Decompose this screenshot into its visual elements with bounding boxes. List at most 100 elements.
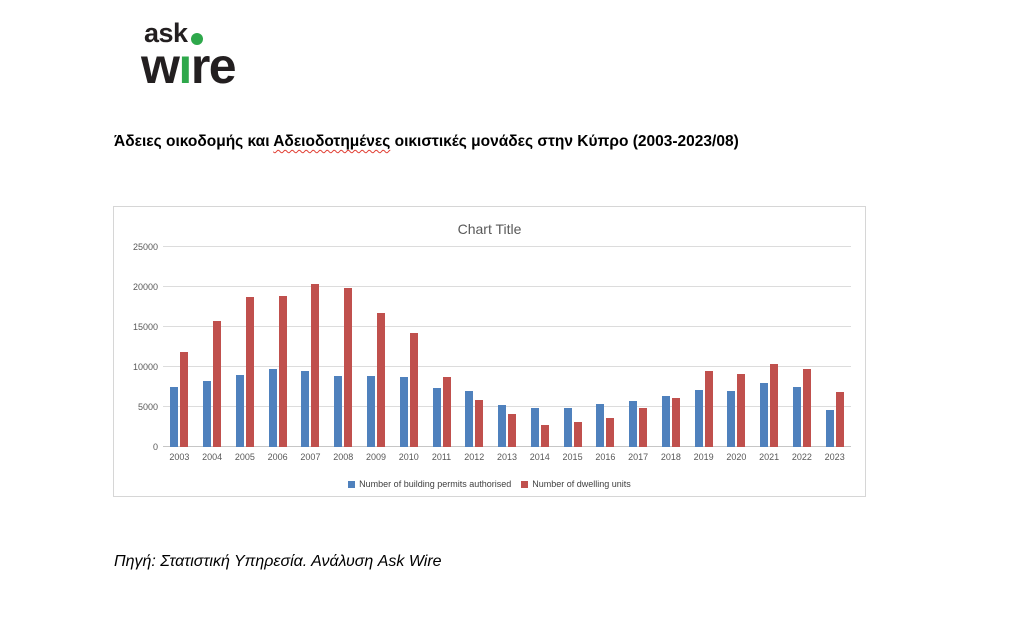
gridline-5000	[163, 406, 851, 407]
logo-green-dot-icon	[190, 33, 203, 45]
legend-label: Number of building permits authorised	[359, 479, 512, 489]
bar-group-2004	[196, 246, 229, 447]
bar	[802, 368, 811, 447]
x-tick-label: 2017	[628, 452, 649, 462]
bar	[639, 407, 648, 447]
bar	[661, 395, 670, 447]
gridline-0	[163, 446, 851, 447]
legend-swatch-icon	[521, 480, 529, 488]
bar	[432, 387, 441, 447]
askwire-logo: ask wıre	[141, 20, 301, 95]
logo-green-i: ı	[178, 38, 192, 94]
x-tick-label: 2022	[791, 452, 812, 462]
logo-ask-text: ask	[144, 18, 188, 48]
bar	[737, 374, 746, 447]
bar	[694, 390, 703, 447]
bar-group-2007	[294, 246, 327, 447]
x-tick-label: 2014	[529, 452, 550, 462]
bar	[376, 313, 385, 447]
bar	[475, 399, 484, 447]
bar	[508, 414, 517, 447]
x-tick-label: 2023	[824, 452, 845, 462]
bar	[235, 375, 244, 447]
x-tick-label: 2018	[660, 452, 681, 462]
chart-legend: Number of building permits authorised Num…	[114, 479, 865, 489]
bar	[245, 297, 254, 447]
bar	[278, 295, 287, 447]
bar	[540, 425, 549, 447]
y-axis: 0 5000 10000 15000 20000 25000	[114, 242, 158, 452]
bar-group-2020	[720, 246, 753, 447]
chart-title: Chart Title	[457, 221, 522, 237]
bar	[704, 371, 713, 447]
gridline-20000	[163, 286, 851, 287]
logo-wire-text: wıre	[141, 38, 237, 94]
x-tick-label: 2006	[267, 452, 288, 462]
bar	[596, 403, 605, 447]
gridline-25000	[163, 246, 851, 247]
x-tick-label: 2021	[759, 452, 780, 462]
y-tick-label: 0	[152, 442, 158, 452]
legend-swatch-icon	[348, 480, 356, 488]
bar	[301, 371, 310, 447]
bar-group-2012	[458, 246, 491, 447]
source-note: Πηγή: Στατιστική Υπηρεσία. Ανάλυση Ask W…	[114, 553, 442, 570]
bar	[170, 387, 179, 447]
bar	[465, 391, 474, 447]
bar	[671, 398, 680, 447]
bar	[213, 320, 222, 447]
x-tick-label: 2007	[300, 452, 321, 462]
bar	[606, 418, 615, 447]
bar-group-2021	[753, 246, 786, 447]
bar-group-2023	[818, 246, 851, 447]
bars-container	[163, 246, 851, 447]
bar	[770, 363, 779, 447]
bar-group-2006	[261, 246, 294, 447]
spellcheck-underlined-word: Αδειοδοτημένες	[273, 133, 391, 150]
bar	[727, 391, 736, 447]
bar	[409, 333, 418, 447]
x-tick-label: 2011	[431, 452, 452, 462]
bar-group-2003	[163, 246, 196, 447]
bar	[629, 401, 638, 447]
bar	[792, 387, 801, 447]
x-tick-label: 2010	[398, 452, 419, 462]
x-tick-label: 2019	[693, 452, 714, 462]
bar-group-2018	[654, 246, 687, 447]
bar	[268, 368, 277, 447]
x-tick-label: 2003	[169, 452, 190, 462]
gridline-10000	[163, 366, 851, 367]
y-tick-label: 15000	[132, 322, 158, 332]
bar-group-2009	[360, 246, 393, 447]
y-tick-label: 10000	[132, 362, 158, 372]
bar	[825, 410, 834, 447]
bar	[334, 375, 343, 447]
bar	[530, 407, 539, 447]
x-tick-label: 2013	[497, 452, 518, 462]
bar	[399, 377, 408, 447]
bar-group-2005	[229, 246, 262, 447]
bar	[563, 407, 572, 447]
bar-group-2008	[327, 246, 360, 447]
bar	[760, 383, 769, 447]
y-tick-label: 25000	[132, 242, 158, 252]
legend-item: Number of dwelling units	[521, 479, 631, 489]
bar-group-2017	[622, 246, 655, 447]
x-tick-label: 2005	[234, 452, 255, 462]
x-tick-label: 2020	[726, 452, 747, 462]
legend-label: Number of dwelling units	[532, 479, 631, 489]
gridline-15000	[163, 326, 851, 327]
bar	[498, 404, 507, 447]
x-tick-label: 2009	[365, 452, 386, 462]
y-tick-label: 20000	[132, 282, 158, 292]
plot-area	[163, 246, 851, 447]
bar-group-2013	[491, 246, 524, 447]
bar-chart: Chart Title 0 5000 10000 15000 20000 25000 20…	[113, 206, 866, 497]
y-tick-label: 5000	[137, 402, 158, 412]
bar-group-2022	[786, 246, 819, 447]
bar-group-2015	[556, 246, 589, 447]
bar	[203, 381, 212, 447]
bar	[442, 376, 451, 447]
bar-group-2019	[687, 246, 720, 447]
